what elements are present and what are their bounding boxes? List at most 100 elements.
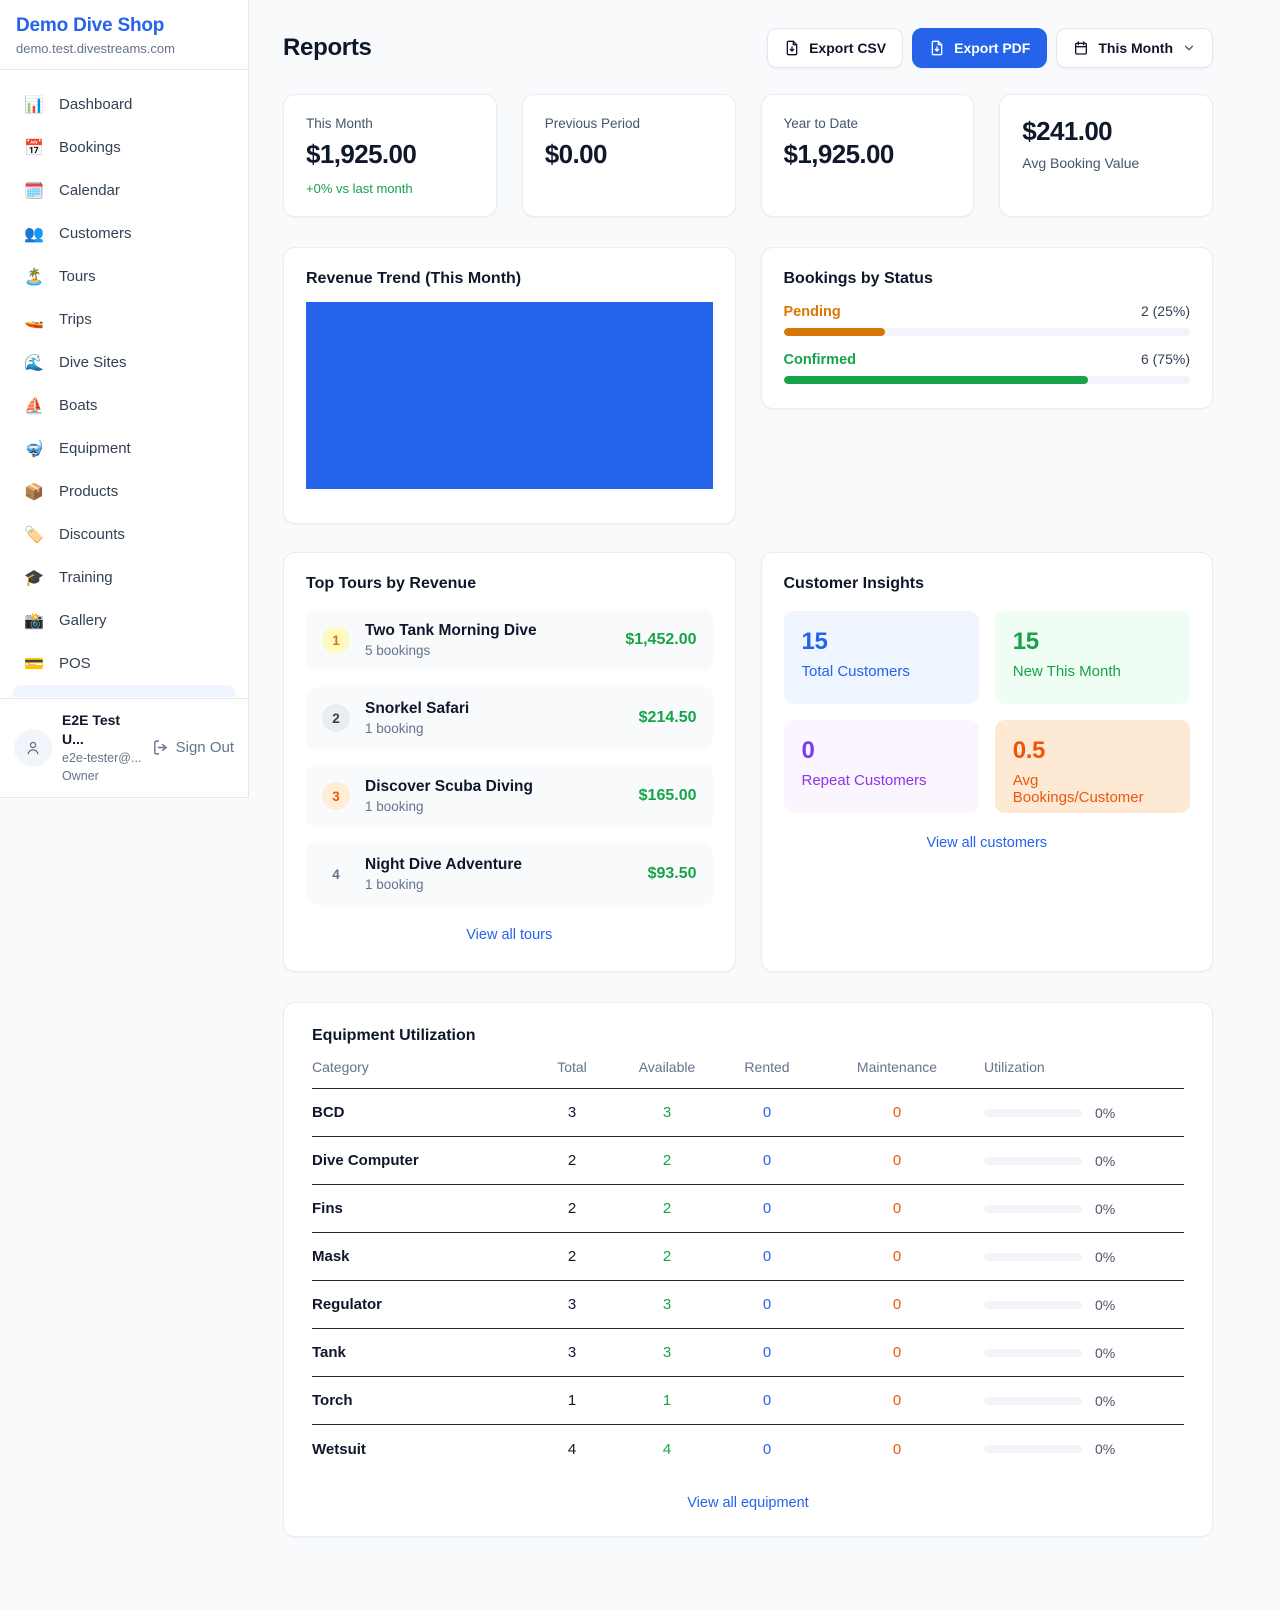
- sign-out-button[interactable]: Sign Out: [152, 739, 234, 756]
- tour-bookings: 1 booking: [365, 877, 424, 892]
- sidebar-item-label: Dashboard: [59, 96, 133, 113]
- calendar-icon: [1075, 41, 1088, 55]
- tour-row: 3 Discover Scuba Diving 1 booking $165.0…: [306, 765, 713, 827]
- sidebar-item-products[interactable]: 📦 Products: [12, 470, 236, 513]
- tile-value: 0.5: [1012, 737, 1046, 764]
- utilization-bar: [984, 1204, 1082, 1213]
- products-icon: 📦: [24, 483, 44, 501]
- status-bar-fill: [783, 328, 886, 336]
- top-tours-card: Top Tours by Revenue 1 Two Tank Morning …: [283, 552, 736, 972]
- status-row-confirmed: Confirmed 6 (75%): [783, 351, 1190, 384]
- sidebar-item-pos[interactable]: 💳 POS: [12, 642, 236, 685]
- view-all-tours-link[interactable]: View all tours: [466, 927, 553, 943]
- sidebar-item-dive-sites[interactable]: 🌊 Dive Sites: [12, 341, 236, 384]
- bookings-icon: 📅: [24, 139, 44, 157]
- customer-insights-title: Customer Insights: [783, 575, 924, 592]
- export-csv-label: Export CSV: [809, 40, 887, 56]
- sidebar-item-dashboard[interactable]: 📊 Dashboard: [12, 83, 236, 126]
- cell-maintenance: 0: [892, 1152, 902, 1169]
- cell-rented: 0: [762, 1104, 772, 1121]
- rank-badge: 1: [322, 626, 350, 654]
- dive-sites-icon: 🌊: [24, 354, 44, 372]
- shop-domain: demo.test.divestreams.com: [16, 41, 175, 56]
- cell-maintenance: 0: [892, 1104, 902, 1121]
- tour-amount: $93.50: [647, 865, 697, 882]
- col-header-maintenance: Maintenance: [856, 1059, 938, 1075]
- discounts-icon: 🏷️: [24, 526, 44, 544]
- top-tours-title: Top Tours by Revenue: [306, 575, 477, 592]
- cell-utilization: 0%: [972, 1201, 1184, 1217]
- status-row-pending: Pending 2 (25%): [783, 303, 1190, 336]
- tile-repeat-customers: 0 Repeat Customers: [783, 720, 979, 813]
- trips-icon: 🚤: [24, 311, 44, 329]
- table-row: Torch 1 1 0 0 0%: [312, 1377, 1184, 1425]
- cell-available: 4: [662, 1440, 672, 1458]
- sign-out-icon: [153, 740, 167, 755]
- sidebar-item-label: Training: [59, 569, 113, 586]
- cell-rented: 0: [762, 1344, 772, 1361]
- insights-row: Top Tours by Revenue 1 Two Tank Morning …: [283, 552, 1213, 972]
- cell-utilization: 0%: [972, 1441, 1184, 1457]
- shop-name: Demo Dive Shop: [16, 15, 165, 36]
- cell-rented: 0: [762, 1200, 772, 1217]
- cell-maintenance: 0: [892, 1248, 902, 1265]
- tile-label: Total Customers: [801, 663, 910, 680]
- cell-maintenance: 0: [892, 1296, 902, 1313]
- tour-bookings: 5 bookings: [365, 643, 431, 658]
- cell-category: Torch: [312, 1392, 353, 1409]
- table-row: Tank 3 3 0 0 0%: [312, 1329, 1184, 1377]
- sidebar-item-trips[interactable]: 🚤 Trips: [12, 298, 236, 341]
- cell-utilization: 0%: [972, 1393, 1184, 1409]
- cell-utilization: 0%: [972, 1345, 1184, 1361]
- sidebar-item-training[interactable]: 🎓 Training: [12, 556, 236, 599]
- status-bar-track: [783, 376, 1190, 384]
- cell-available: 3: [662, 1296, 672, 1313]
- revenue-trend-title: Revenue Trend (This Month): [306, 270, 522, 287]
- stat-label: Previous Period: [544, 116, 641, 131]
- sidebar-item-label: Discounts: [59, 526, 125, 543]
- utilization-bar: [984, 1396, 1082, 1405]
- sidebar-item-label: Tours: [59, 268, 96, 285]
- cell-total: 3: [567, 1344, 577, 1361]
- cell-maintenance: 0: [892, 1392, 902, 1409]
- sidebar-item-equipment[interactable]: 🤿 Equipment: [12, 427, 236, 470]
- tour-row: 2 Snorkel Safari 1 booking $214.50: [306, 687, 713, 749]
- cell-total: 2: [567, 1152, 577, 1169]
- file-download-icon: [931, 40, 943, 56]
- sidebar-item-bookings[interactable]: 📅 Bookings: [12, 126, 236, 169]
- sidebar-item-calendar[interactable]: 🗓️ Calendar: [12, 169, 236, 212]
- cell-category: Fins: [312, 1200, 343, 1217]
- export-pdf-button[interactable]: Export PDF: [912, 28, 1048, 68]
- tour-row: 1 Two Tank Morning Dive 5 bookings $1,45…: [306, 609, 713, 671]
- view-all-customers-link[interactable]: View all customers: [926, 835, 1048, 851]
- cell-rented: 0: [762, 1248, 772, 1265]
- period-select[interactable]: This Month: [1056, 28, 1213, 68]
- sidebar-item-boats[interactable]: ⛵ Boats: [12, 384, 236, 427]
- export-csv-button[interactable]: Export CSV: [767, 28, 904, 68]
- sidebar-item-reports-partial[interactable]: [12, 685, 236, 697]
- utilization-bar: [984, 1348, 1082, 1357]
- tile-value: 0: [801, 737, 815, 764]
- customers-icon: 👥: [24, 225, 44, 243]
- sidebar-item-gallery[interactable]: 📸 Gallery: [12, 599, 236, 642]
- stat-cards: This Month $1,925.00 +0% vs last month P…: [283, 94, 1213, 217]
- cell-total: 2: [567, 1248, 577, 1265]
- sidebar-item-tours[interactable]: 🏝️ Tours: [12, 255, 236, 298]
- tour-amount: $1,452.00: [625, 631, 697, 648]
- cell-total: 2: [567, 1200, 577, 1217]
- rank-badge: 3: [322, 782, 350, 810]
- sidebar-item-customers[interactable]: 👥 Customers: [12, 212, 236, 255]
- stat-label: This Month: [306, 116, 373, 131]
- insight-tiles: 15 Total Customers 15 New This Month 0 R…: [783, 611, 1190, 813]
- table-header: Category Total Available Rented Maintena…: [312, 1059, 1184, 1089]
- cell-rented: 0: [762, 1296, 772, 1313]
- sidebar-item-label: Products: [59, 483, 119, 500]
- cell-utilization: 0%: [972, 1105, 1184, 1121]
- view-all-equipment-link[interactable]: View all equipment: [687, 1495, 809, 1511]
- cell-maintenance: 0: [892, 1200, 902, 1217]
- page-title: Reports: [283, 34, 372, 61]
- file-download-icon: [786, 40, 798, 56]
- cell-available: 1: [662, 1392, 672, 1409]
- sidebar-item-label: Dive Sites: [59, 354, 127, 371]
- sidebar-item-discounts[interactable]: 🏷️ Discounts: [12, 513, 236, 556]
